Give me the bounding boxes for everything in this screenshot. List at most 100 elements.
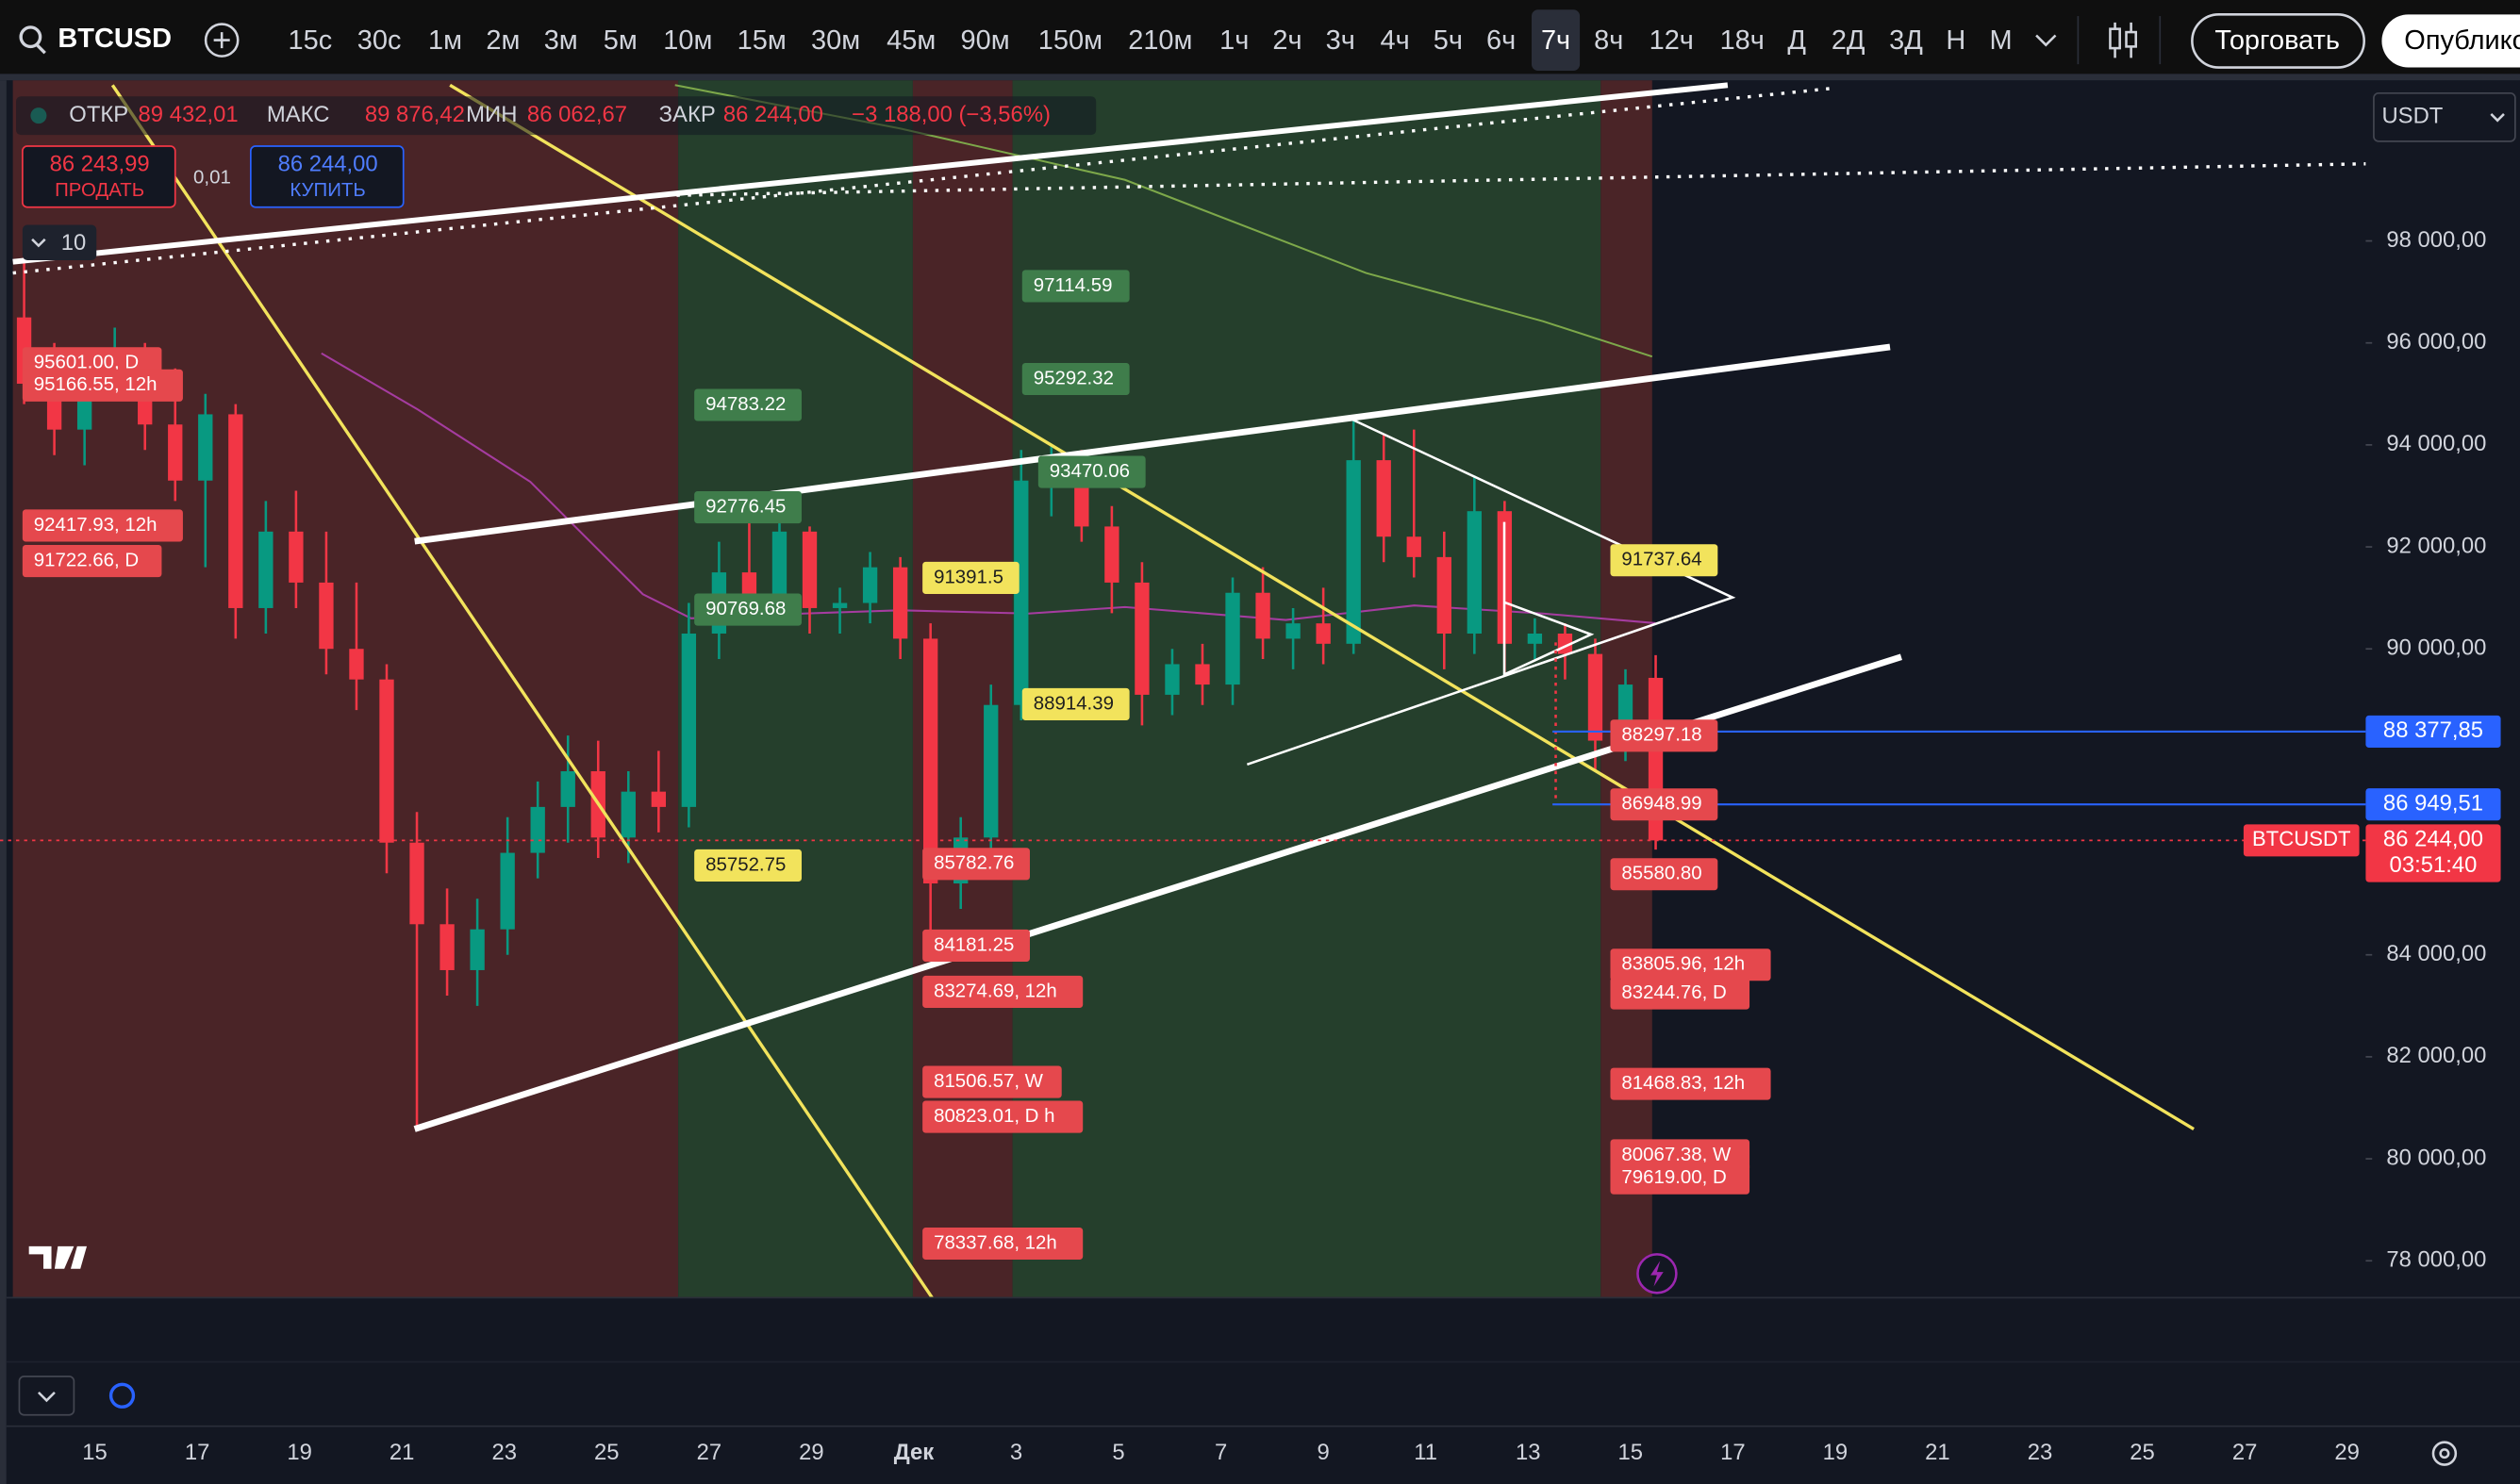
candle-body bbox=[1165, 664, 1180, 695]
alert-price-label: 86 949,51 bbox=[2383, 791, 2483, 816]
candle-body bbox=[1346, 460, 1361, 644]
interval[interactable]: 18ч bbox=[1720, 25, 1765, 56]
interval[interactable]: 1ч bbox=[1219, 25, 1249, 56]
price-tag bbox=[694, 849, 802, 882]
currency[interactable]: USDT bbox=[2381, 104, 2443, 129]
legend-background bbox=[16, 96, 1097, 136]
sell-button[interactable] bbox=[22, 145, 176, 208]
time-tick-label: 3 bbox=[1010, 1440, 1022, 1465]
last-price-symbol-tag bbox=[2243, 824, 2360, 857]
candle-body bbox=[802, 531, 818, 608]
price-tag-label: 91391.5 bbox=[934, 566, 1003, 587]
price-tick-label: 80 000,00 bbox=[2386, 1145, 2486, 1170]
last-price-tag bbox=[2365, 824, 2501, 882]
market-status bbox=[30, 107, 47, 124]
buy-price[interactable]: 86 244,00 bbox=[278, 152, 378, 177]
interval[interactable]: 12ч bbox=[1650, 25, 1694, 56]
interval[interactable]: 210м bbox=[1128, 25, 1192, 56]
interval[interactable]: 7ч bbox=[1541, 25, 1570, 56]
legend-high: 89 876,42 bbox=[365, 102, 465, 127]
candle-body bbox=[1436, 556, 1451, 634]
time-axis bbox=[6, 1426, 2520, 1484]
price-tick-label: 84 000,00 bbox=[2386, 941, 2486, 966]
last-price-label: 86 244,00 bbox=[2383, 827, 2483, 852]
candle-body bbox=[681, 633, 697, 807]
interval[interactable]: Н bbox=[1946, 25, 1965, 56]
price-tag-label: 80823.01, D h bbox=[934, 1105, 1054, 1127]
trade-button[interactable] bbox=[2191, 13, 2365, 69]
collapse-button[interactable] bbox=[18, 1376, 75, 1416]
publish-button-label[interactable]: Опубликовать bbox=[2404, 25, 2520, 56]
buy-button[interactable] bbox=[249, 145, 405, 208]
candle-body bbox=[1467, 511, 1482, 634]
interval[interactable]: 15м bbox=[738, 25, 787, 56]
search-icon[interactable] bbox=[19, 25, 42, 49]
interval[interactable]: 2ч bbox=[1272, 25, 1301, 56]
candle-body bbox=[258, 531, 274, 608]
interval[interactable]: 30с bbox=[357, 25, 402, 56]
price-tag-label: 83244.76, D bbox=[1621, 981, 1726, 1003]
channel-line bbox=[414, 343, 1891, 545]
price-tag bbox=[1021, 362, 1130, 396]
indicator-count[interactable]: 10 bbox=[61, 230, 87, 256]
channel-line bbox=[12, 82, 1729, 265]
more-intervals[interactable] bbox=[2035, 34, 2057, 47]
interval[interactable]: 10м bbox=[663, 25, 712, 56]
time-tick-label: 23 bbox=[491, 1440, 517, 1465]
sell-label[interactable]: ПРОДАТЬ bbox=[55, 179, 144, 201]
buy-label[interactable]: КУПИТЬ bbox=[290, 179, 365, 201]
refresh-button[interactable] bbox=[108, 1382, 136, 1409]
interval[interactable]: 2Д bbox=[1832, 25, 1865, 56]
candle-body bbox=[1406, 536, 1421, 557]
interval[interactable]: 150м bbox=[1038, 25, 1102, 56]
interval[interactable]: 3м bbox=[544, 25, 578, 56]
interval[interactable]: 90м bbox=[961, 25, 1010, 56]
price-tick-label: 92 000,00 bbox=[2386, 533, 2486, 558]
chevron bbox=[2490, 113, 2505, 123]
interval[interactable]: 6ч bbox=[1486, 25, 1516, 56]
price-tag-label: 81506.57, W bbox=[934, 1070, 1044, 1092]
interval[interactable]: 30м bbox=[811, 25, 860, 56]
interval[interactable]: 15с bbox=[289, 25, 333, 56]
interval[interactable]: 2м bbox=[486, 25, 520, 56]
search-icon bbox=[35, 43, 46, 55]
legend-close-label: ЗАКР bbox=[659, 102, 716, 127]
session-band bbox=[678, 80, 913, 1298]
interval[interactable]: 1м bbox=[428, 25, 462, 56]
price-tag-label: 83805.96, 12h bbox=[1621, 953, 1745, 975]
candle-body bbox=[1195, 664, 1210, 685]
trend-line bbox=[449, 83, 2195, 1130]
spread: 0,01 bbox=[193, 166, 231, 188]
price-tag bbox=[22, 545, 162, 578]
add-symbol-button[interactable] bbox=[204, 23, 240, 58]
interval[interactable]: 5ч bbox=[1434, 25, 1463, 56]
symbol[interactable]: BTCUSD bbox=[58, 24, 172, 54]
interval[interactable]: 4ч bbox=[1381, 25, 1410, 56]
trade-button-label[interactable]: Торговать bbox=[2214, 25, 2340, 56]
candle-body bbox=[771, 531, 788, 603]
interval[interactable]: 3Д bbox=[1889, 25, 1923, 56]
price-tag bbox=[694, 388, 802, 421]
price-tag-label: 92776.45 bbox=[705, 495, 786, 517]
price-tick-label: 82 000,00 bbox=[2386, 1043, 2486, 1068]
candle-body bbox=[1316, 623, 1331, 644]
publish-button[interactable] bbox=[2381, 14, 2520, 68]
bar-countdown: 03:51:40 bbox=[2390, 852, 2478, 878]
interval[interactable]: Д bbox=[1787, 25, 1806, 56]
settings-button[interactable] bbox=[2431, 1441, 2458, 1466]
interval[interactable]: 45м bbox=[887, 25, 936, 56]
price-tag bbox=[1610, 1162, 1750, 1195]
interval[interactable]: М bbox=[1990, 25, 2013, 56]
candle-body bbox=[984, 704, 999, 838]
time-tick-label: 27 bbox=[697, 1440, 722, 1465]
interval[interactable]: 5м bbox=[604, 25, 638, 56]
time-tick-label: 9 bbox=[1318, 1440, 1330, 1465]
currency-select[interactable] bbox=[2373, 91, 2516, 142]
candle-body bbox=[530, 806, 545, 853]
interval[interactable]: 3ч bbox=[1326, 25, 1355, 56]
indicator-toggle[interactable] bbox=[22, 224, 97, 260]
sell-price[interactable]: 86 243,99 bbox=[50, 152, 150, 177]
interval[interactable]: 8ч bbox=[1594, 25, 1623, 56]
price-tag bbox=[1037, 455, 1146, 488]
